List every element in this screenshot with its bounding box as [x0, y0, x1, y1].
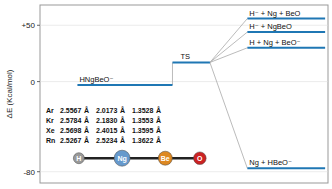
axis-label: ΔE (Kcal/mol)	[5, 69, 14, 118]
atom	[114, 150, 130, 166]
connector	[210, 62, 247, 168]
table-cell: 2.5267	[60, 137, 82, 144]
connector	[210, 32, 247, 62]
table-cell: Å	[156, 116, 161, 124]
atom-label: H	[76, 155, 81, 162]
table-cell: Å	[120, 106, 125, 114]
table-cell: Å	[120, 126, 125, 134]
energy-level	[77, 84, 172, 86]
table-cell: Å	[156, 136, 161, 144]
level-label: H + Ng + BeO⁻	[249, 38, 300, 47]
atom-label: Be	[161, 155, 170, 162]
plot-frame	[40, 5, 328, 183]
table-cell: 2.5567	[60, 107, 82, 114]
level-label: TS	[180, 52, 190, 61]
level-label: H⁻ + NgBeO	[249, 22, 292, 31]
energy-level	[247, 18, 325, 20]
chart: -80 0 +50 ΔE (Kcal/mol) HNgBeO⁻ TS H⁻ + Ng + B…	[0, 0, 332, 189]
energy-level	[247, 31, 325, 33]
table-cell: Rn	[46, 137, 55, 144]
table-cell: 2.0173	[96, 107, 118, 114]
connector	[210, 19, 247, 63]
table-cell: Ar	[46, 107, 54, 114]
table-cell: 2.5698	[60, 127, 82, 134]
table-cell: Å	[84, 106, 89, 114]
tick-label: 0	[31, 78, 36, 87]
energy-level	[172, 61, 209, 63]
table-cell: Å	[84, 126, 89, 134]
table-cell: 1.3622	[132, 137, 154, 144]
table-cell: Kr	[46, 117, 54, 124]
atom	[194, 152, 207, 165]
level-label: HNgBeO⁻	[79, 75, 113, 84]
atom-label: Ng	[117, 155, 126, 163]
level-label: H⁻ + Ng + BeO	[249, 9, 300, 18]
table-cell: Å	[156, 126, 161, 134]
level-label: Ng + HBeO⁻	[249, 158, 292, 167]
tick-mark	[37, 81, 40, 82]
atom	[73, 153, 84, 164]
energy-level	[247, 47, 325, 49]
atom	[158, 151, 172, 165]
tick-mark	[37, 25, 40, 26]
tick-mark	[37, 171, 40, 172]
table-cell: Å	[156, 106, 161, 114]
marks	[77, 19, 325, 169]
connector	[210, 48, 247, 63]
table-cell: 2.1830	[96, 117, 118, 124]
table-cell: 2.4015	[96, 127, 118, 134]
table-cell: 2.5784	[60, 117, 82, 124]
connector	[172, 62, 173, 85]
energy-level	[247, 167, 325, 169]
table-cell: 2.5234	[96, 137, 118, 144]
grid-line	[40, 171, 328, 172]
table-cell: 1.3528	[132, 107, 154, 114]
table-cell: Å	[84, 136, 89, 144]
table-cell: Å	[120, 116, 125, 124]
table-cell: 1.3553	[132, 117, 154, 124]
tick-label: -80	[23, 168, 35, 177]
table-cell: 1.3595	[132, 127, 154, 134]
table-cell: Xe	[46, 127, 55, 134]
table-cell: Å	[84, 116, 89, 124]
table-cell: Å	[120, 136, 125, 144]
atom-label: O	[197, 155, 203, 162]
tick-label: +50	[21, 21, 35, 30]
